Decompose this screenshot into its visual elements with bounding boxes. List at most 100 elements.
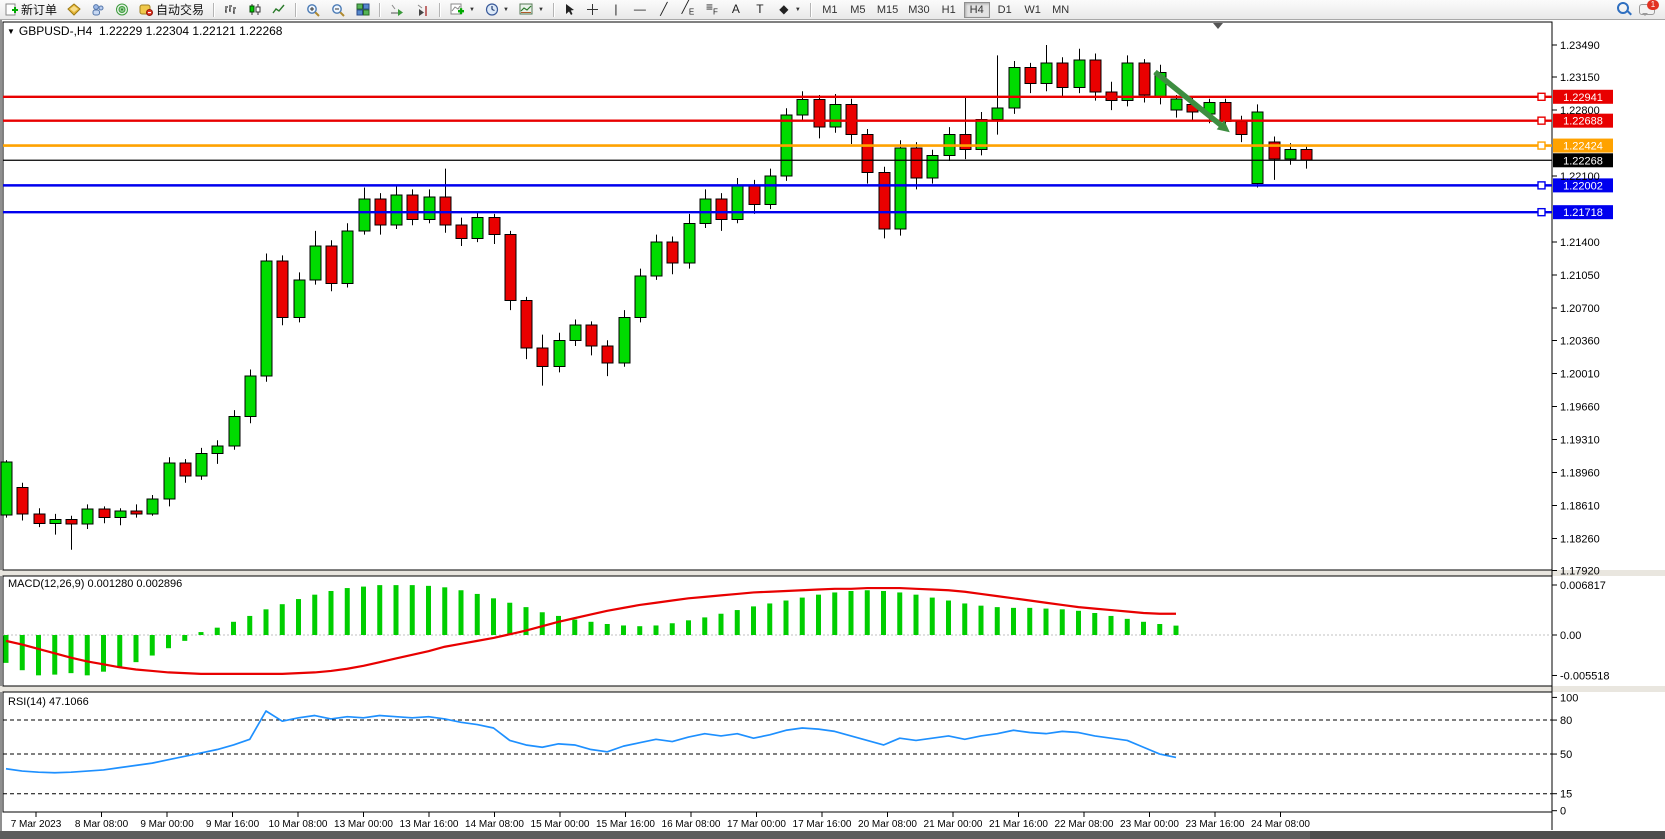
drawing-toolbar: | — ╱ ╱E ≡F A T ◆ ▼ [559, 0, 806, 19]
trendline-button[interactable]: ╱ [652, 1, 676, 18]
zoom-in-button[interactable] [301, 1, 326, 18]
autotrading-label: 自动交易 [156, 3, 205, 17]
channel-button[interactable]: ╱E [676, 0, 700, 18]
price-badge [1553, 89, 1613, 104]
chart-shift-marker-icon [1213, 23, 1223, 29]
text-tool-icon: A [731, 2, 740, 16]
svg-text:15 Mar 16:00: 15 Mar 16:00 [596, 819, 655, 830]
profile-button[interactable] [62, 1, 86, 18]
notifications-icon[interactable]: 1 [1639, 0, 1659, 16]
svg-text:21 Mar 00:00: 21 Mar 00:00 [924, 819, 983, 830]
add-indicator-icon [450, 3, 465, 15]
vertical-line-button[interactable]: | [604, 1, 628, 18]
price-badge-label: 1.21718 [1563, 207, 1603, 219]
scrollbar-thumb[interactable] [0, 831, 1310, 839]
autotrading-button[interactable]: 自动交易 [134, 1, 209, 18]
periods-button[interactable]: ▼ [480, 1, 514, 18]
new-order-button[interactable]: 新订单 [0, 1, 62, 18]
new-order-icon [5, 3, 18, 16]
svg-text:13 Mar 00:00: 13 Mar 00:00 [334, 819, 393, 830]
toolbar-separator [439, 2, 442, 17]
indicator-toolbar: ▼ ▼ ▼ [445, 0, 549, 19]
shapes-button[interactable]: ◆ ▼ [772, 1, 806, 18]
svg-text:1.20700: 1.20700 [1560, 303, 1600, 315]
horizontal-line-icon: — [633, 2, 646, 16]
scroll-toolbar [385, 0, 435, 19]
caret-down-icon: ▼ [794, 6, 801, 13]
svg-text:22 Mar 08:00: 22 Mar 08:00 [1055, 819, 1114, 830]
price-levels-layer[interactable]: 1.22941 1.22688 1.22424 1.22268 1.22002 1.217… [3, 89, 1613, 220]
one-click-trading-toggle-icon[interactable]: ▼ [7, 27, 15, 36]
timeframe-W1[interactable]: W1 [1020, 2, 1046, 18]
macd-indicator-label: MACD(12,26,9) 0.001280 0.002896 [8, 578, 183, 590]
svg-text:9 Mar 16:00: 9 Mar 16:00 [206, 819, 260, 830]
zoom-out-button[interactable] [326, 1, 351, 18]
chart-title: ▼ GBPUSD-,H4 1.22229 1.22304 1.22121 1.22… [7, 24, 282, 38]
timeframe-H4[interactable]: H4 [963, 1, 990, 18]
svg-text:1.18960: 1.18960 [1560, 467, 1600, 479]
horizontal-line-button[interactable]: — [628, 1, 652, 18]
svg-text:21 Mar 16:00: 21 Mar 16:00 [989, 819, 1048, 830]
fibonacci-icon: ≡F [705, 0, 718, 17]
bar-chart-icon [225, 5, 237, 14]
candlestick-chart-button[interactable] [243, 1, 267, 18]
svg-text:16 Mar 08:00: 16 Mar 08:00 [662, 819, 721, 830]
chart-type-toolbar [219, 0, 291, 19]
signals-button[interactable] [110, 1, 134, 18]
cursor-button[interactable] [559, 1, 581, 18]
ohlc-values: 1.22229 1.22304 1.22121 1.22268 [98, 24, 283, 38]
text-tool-button[interactable]: A [724, 1, 748, 18]
main-panel [2, 21, 1553, 571]
user-group-icon [92, 4, 104, 16]
timeframe-H1[interactable]: H1 [936, 2, 962, 18]
timeframe-toolbar: M1 M5 M15 M30 H1 H4 D1 W1 MN [816, 0, 1075, 19]
crosshair-button[interactable] [581, 1, 604, 18]
toolb​ar-separator [379, 2, 382, 17]
zoom-out-icon [332, 3, 345, 17]
svg-text:1.23150: 1.23150 [1560, 72, 1600, 84]
timeframe-M30[interactable]: M30 [904, 2, 933, 18]
price-badge-label: 1.22002 [1563, 180, 1603, 192]
svg-text:80: 80 [1560, 715, 1572, 727]
timeframe-M15[interactable]: M15 [873, 2, 902, 18]
search-icon[interactable] [1617, 2, 1629, 17]
svg-text:17 Mar 16:00: 17 Mar 16:00 [793, 819, 852, 830]
line-chart-button[interactable] [267, 1, 291, 18]
level-handle [1537, 181, 1546, 190]
shapes-icon: ◆ [779, 2, 789, 16]
templates-button[interactable]: ▼ [514, 1, 549, 18]
svg-text:15: 15 [1560, 789, 1572, 801]
timeframe-MN[interactable]: MN [1048, 2, 1074, 18]
svg-text:1.21050: 1.21050 [1560, 270, 1600, 282]
timeframe-D1[interactable]: D1 [992, 2, 1018, 18]
add-indicator-button[interactable]: ▼ [445, 1, 480, 18]
timeframe-M1[interactable]: M1 [817, 2, 843, 18]
tile-windows-button[interactable] [351, 1, 375, 18]
svg-text:1.19660: 1.19660 [1560, 401, 1600, 413]
price-axis[interactable]: 1.23490 1.23150 1.22800 1.22100 1.21400 1.210… [1552, 40, 1600, 577]
auto-scroll-icon [391, 4, 404, 16]
chart-canvas[interactable]: 1.22941 1.22688 1.22424 1.22268 1.22002 1.217… [0, 19, 1665, 839]
community-button[interactable] [86, 1, 110, 18]
trade-toolbar: 新订单 自动交易 [0, 0, 209, 19]
toolbar-separator [809, 2, 812, 17]
svg-text:15 Mar 00:00: 15 Mar 00:00 [531, 819, 590, 830]
trend-arrow-annotation [1153, 69, 1224, 129]
svg-text:0.006817: 0.006817 [1560, 580, 1606, 592]
rsi-line [5, 710, 1177, 774]
signal-icon [116, 3, 129, 16]
time-axis[interactable]: 7 Mar 2023 8 Mar 08:00 9 Mar 00:00 9 Mar 16… [11, 812, 1311, 830]
auto-scroll-button[interactable] [385, 1, 410, 18]
bar-chart-button[interactable] [219, 1, 243, 18]
rsi-layer: 100 80 50 15 0 [3, 692, 1578, 818]
toolbar-separator [552, 2, 555, 17]
new-order-label: 新订单 [21, 3, 58, 17]
chart-shift-icon [417, 4, 427, 16]
chart-shift-button[interactable] [410, 1, 435, 18]
svg-text:1.17920: 1.17920 [1560, 565, 1600, 577]
price-badge [1553, 113, 1613, 128]
label-tool-button[interactable]: T [748, 1, 772, 18]
fibonacci-button[interactable]: ≡F [700, 0, 724, 18]
price-badge [1553, 138, 1613, 153]
timeframe-M5[interactable]: M5 [845, 2, 871, 18]
